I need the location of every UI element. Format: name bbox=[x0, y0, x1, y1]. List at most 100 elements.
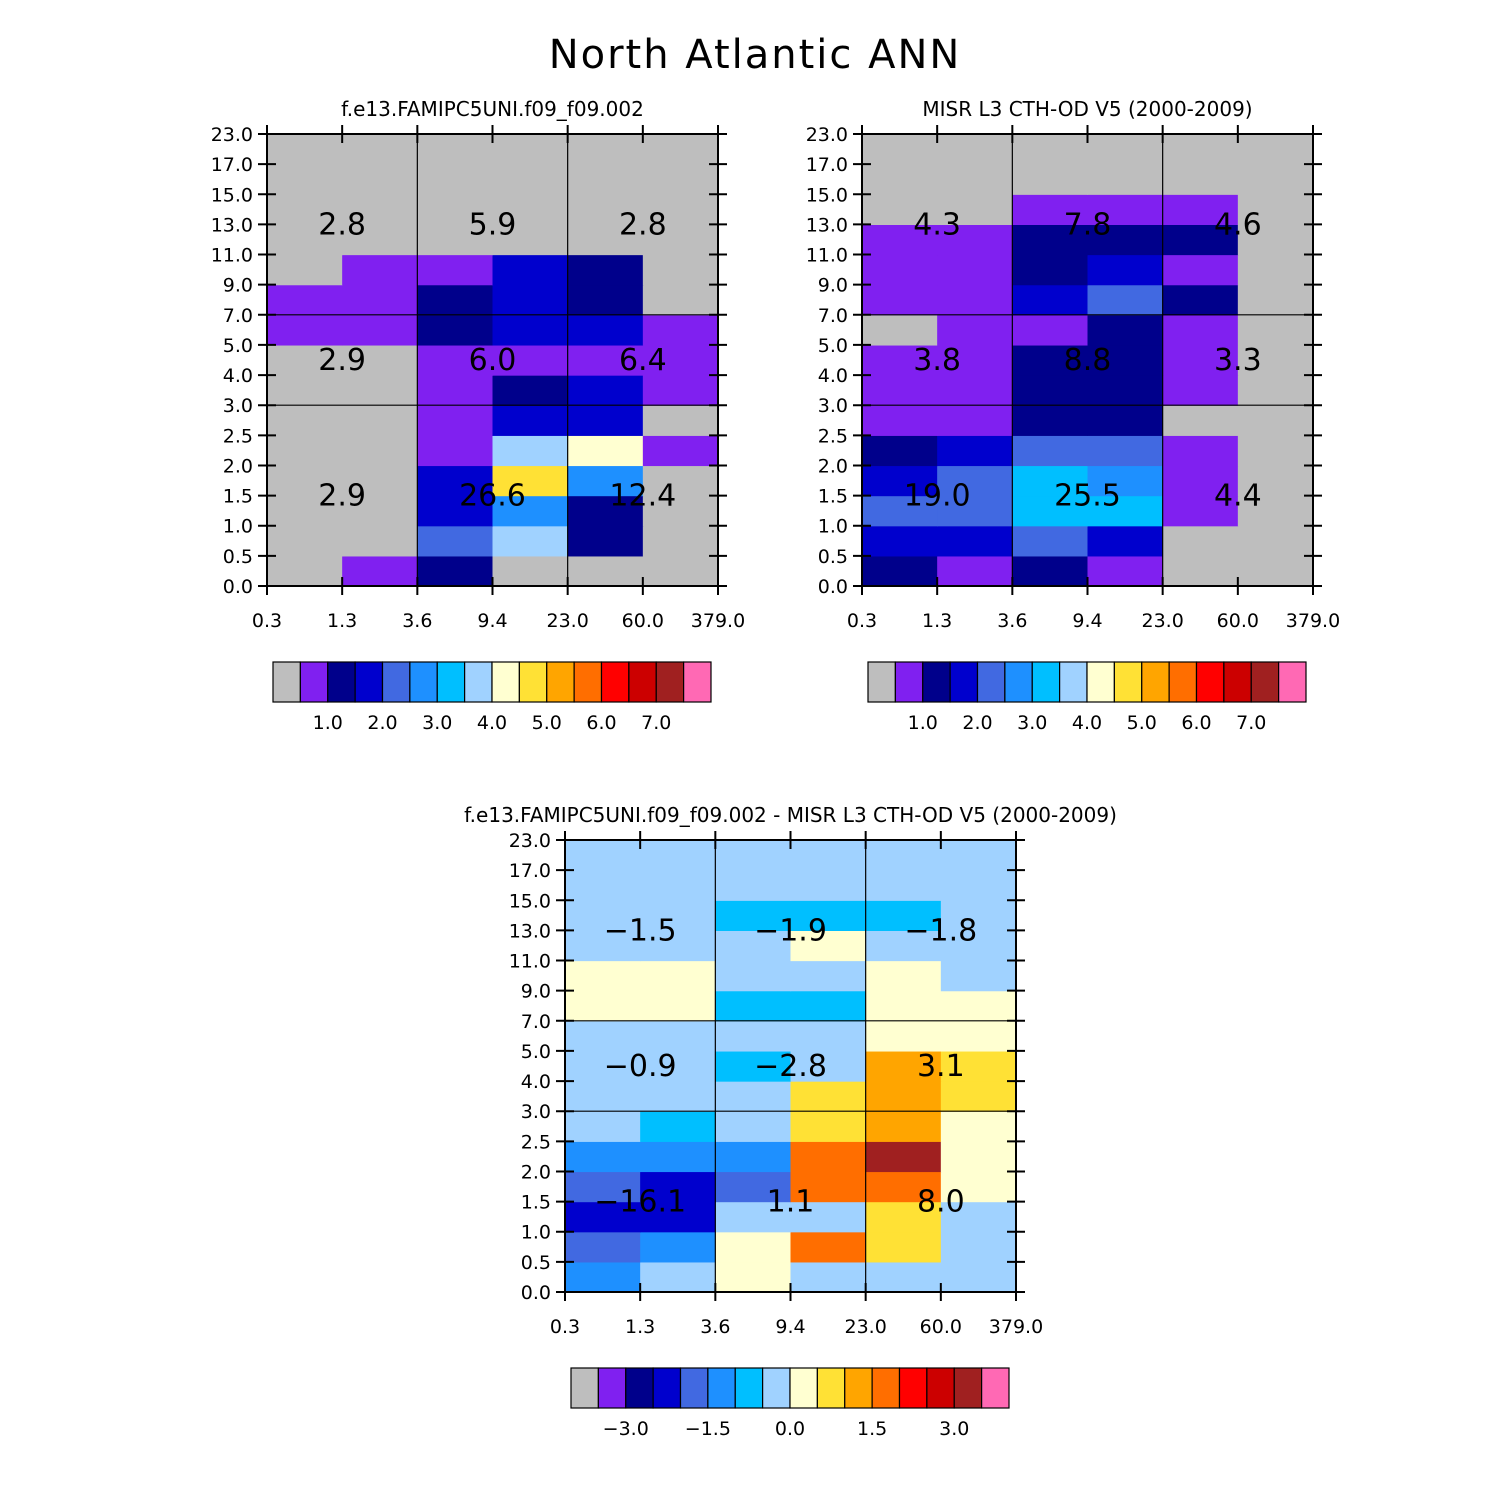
heatmap-cell bbox=[417, 194, 494, 225]
heatmap-cell bbox=[715, 960, 792, 992]
heatmap-cell bbox=[865, 870, 942, 901]
y-tick-label: 7.0 bbox=[223, 305, 253, 327]
panel-title: f.e13.FAMIPC5UNI.f09_f09.002 - MISR L3 C… bbox=[464, 803, 1117, 827]
box-total-label: 1.1 bbox=[767, 1185, 815, 1220]
heatmap-cell bbox=[1162, 465, 1239, 497]
heatmap-cell bbox=[937, 224, 1013, 256]
heatmap-cell bbox=[492, 194, 569, 225]
colorbar-swatch bbox=[679, 1367, 709, 1409]
heatmap-cell bbox=[862, 224, 938, 256]
heatmap-cell bbox=[937, 164, 1013, 195]
heatmap-cell bbox=[492, 555, 569, 587]
heatmap-cell bbox=[1012, 435, 1089, 467]
heatmap-cell bbox=[790, 1081, 867, 1112]
colorbar-label: 4.0 bbox=[477, 712, 507, 734]
heatmap-cell bbox=[267, 375, 343, 406]
box-total-label: 2.8 bbox=[318, 207, 366, 242]
colorbar-label: 3.0 bbox=[1017, 712, 1047, 734]
heatmap-cell bbox=[1237, 164, 1314, 195]
colorbar-swatch bbox=[464, 661, 493, 703]
heatmap-cell bbox=[567, 405, 644, 436]
heatmap-cell bbox=[715, 1201, 792, 1233]
heatmap-cell bbox=[1012, 555, 1089, 587]
heatmap-cell bbox=[565, 1141, 641, 1173]
colorbar-swatch bbox=[354, 661, 384, 703]
heatmap-cell bbox=[790, 1261, 867, 1293]
heatmap-cell bbox=[267, 465, 343, 497]
heatmap-cell bbox=[642, 284, 719, 316]
box-total-label: 3.8 bbox=[913, 343, 961, 378]
observation-panel: MISR L3 CTH-OD V5 (2000-2009) 0.0 0.5 1.0 1.… bbox=[806, 97, 1341, 734]
heatmap-cell bbox=[1162, 254, 1239, 286]
x-tick-label: 9.4 bbox=[775, 1316, 805, 1338]
heatmap-cell bbox=[940, 840, 1017, 871]
box-total-label: 3.3 bbox=[1214, 343, 1262, 378]
box-total-label: 25.5 bbox=[1054, 479, 1121, 514]
colorbar-swatch bbox=[949, 661, 979, 703]
heatmap-cell bbox=[790, 930, 867, 962]
heatmap-cell bbox=[790, 1141, 867, 1173]
heatmap-cell bbox=[417, 405, 494, 436]
x-tick-label: 379.0 bbox=[989, 1316, 1043, 1338]
colorbar-label: 6.0 bbox=[1181, 712, 1211, 734]
heatmap-cell bbox=[1162, 314, 1239, 346]
colorbar-swatch bbox=[600, 661, 630, 703]
x-tick-label: 23.0 bbox=[547, 610, 589, 632]
heatmap-cell bbox=[715, 1261, 792, 1293]
colorbar-swatch bbox=[789, 1367, 818, 1409]
heatmap-cell bbox=[1237, 495, 1314, 527]
heatmap-cell bbox=[1162, 194, 1239, 225]
heatmap-cell bbox=[1162, 555, 1239, 587]
y-tick-label: 7.0 bbox=[521, 1011, 551, 1033]
colorbar-swatch bbox=[953, 1367, 983, 1409]
colorbar-swatch bbox=[327, 661, 356, 703]
heatmap-cell bbox=[492, 495, 569, 527]
heatmap-cell bbox=[1012, 134, 1089, 165]
heatmap-cell bbox=[1162, 224, 1239, 256]
heatmap-cell bbox=[1162, 344, 1239, 376]
heatmap-cell bbox=[267, 435, 343, 467]
y-tick-label: 5.0 bbox=[818, 335, 848, 357]
heatmap-cell bbox=[862, 405, 938, 436]
heatmap-cell bbox=[567, 525, 644, 557]
x-tick-label: 23.0 bbox=[845, 1316, 887, 1338]
heatmap-cell bbox=[640, 1141, 716, 1173]
box-total-label: −16.1 bbox=[594, 1185, 686, 1220]
box-total-label: 6.0 bbox=[469, 343, 517, 378]
heatmap-cell bbox=[1087, 194, 1164, 225]
y-tick-label: 23.0 bbox=[806, 124, 848, 146]
heatmap-cell bbox=[1237, 465, 1314, 497]
y-tick-label: 0.0 bbox=[521, 1282, 551, 1304]
colorbar-swatch bbox=[299, 661, 329, 703]
y-tick-label: 2.0 bbox=[818, 455, 848, 477]
box-total-label: 5.9 bbox=[469, 207, 517, 242]
y-tick-label: 1.5 bbox=[818, 486, 848, 508]
colorbar-swatch bbox=[867, 661, 896, 703]
heatmap-cell bbox=[492, 254, 569, 286]
heatmap-cell bbox=[1087, 314, 1164, 346]
colorbar-swatch bbox=[981, 1367, 1010, 1409]
y-tick-label: 11.0 bbox=[211, 245, 253, 267]
colorbar-swatch bbox=[871, 1367, 901, 1409]
x-tick-label: 379.0 bbox=[1286, 610, 1340, 632]
heatmap-cell bbox=[937, 134, 1013, 165]
heatmap-cell bbox=[640, 1020, 716, 1052]
heatmap-cell bbox=[640, 1231, 716, 1263]
y-tick-label: 17.0 bbox=[509, 860, 551, 882]
colorbar-swatch bbox=[734, 1367, 764, 1409]
colorbar-swatch bbox=[1278, 661, 1307, 703]
heatmap-cell bbox=[1087, 465, 1164, 497]
box-total-label: 4.6 bbox=[1214, 207, 1262, 242]
panel-title: MISR L3 CTH-OD V5 (2000-2009) bbox=[922, 97, 1252, 121]
heatmap-cell bbox=[640, 1050, 716, 1082]
x-tick-label: 0.3 bbox=[252, 610, 282, 632]
box-total-label: 2.8 bbox=[619, 207, 667, 242]
heatmap-cell bbox=[267, 525, 343, 557]
y-tick-label: 0.5 bbox=[223, 546, 253, 568]
heatmap-cell bbox=[937, 465, 1013, 497]
heatmap-cell bbox=[715, 1081, 792, 1112]
heatmap-cell bbox=[492, 344, 569, 376]
colorbar-label: 1.5 bbox=[857, 1418, 887, 1440]
heatmap-cell bbox=[1087, 555, 1164, 587]
